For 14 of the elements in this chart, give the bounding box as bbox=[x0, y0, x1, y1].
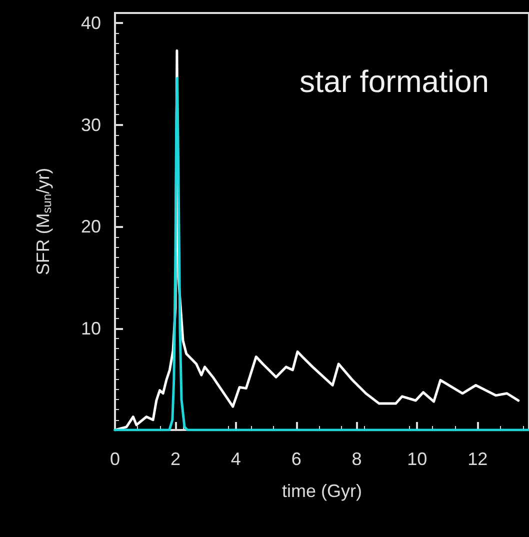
x-tick-label: 0 bbox=[110, 449, 120, 469]
y-tick-label: 30 bbox=[80, 114, 101, 135]
x-tick-label: 10 bbox=[407, 449, 428, 469]
x-tick-label: 2 bbox=[170, 449, 180, 469]
x-tick-label: 6 bbox=[291, 449, 302, 469]
x-tick-label: 4 bbox=[230, 449, 241, 469]
x-tick-label: 12 bbox=[468, 449, 488, 469]
y-axis-title: SFR (Msun/yr) bbox=[33, 168, 54, 276]
annotation: star formation bbox=[299, 64, 490, 99]
y-tick-label: 10 bbox=[80, 318, 101, 338]
y-tick-label: 40 bbox=[80, 13, 101, 34]
x-tick-label: 8 bbox=[352, 449, 362, 469]
y-tick-label: 20 bbox=[80, 216, 101, 237]
x-axis-title: time (Gyr) bbox=[282, 481, 362, 501]
